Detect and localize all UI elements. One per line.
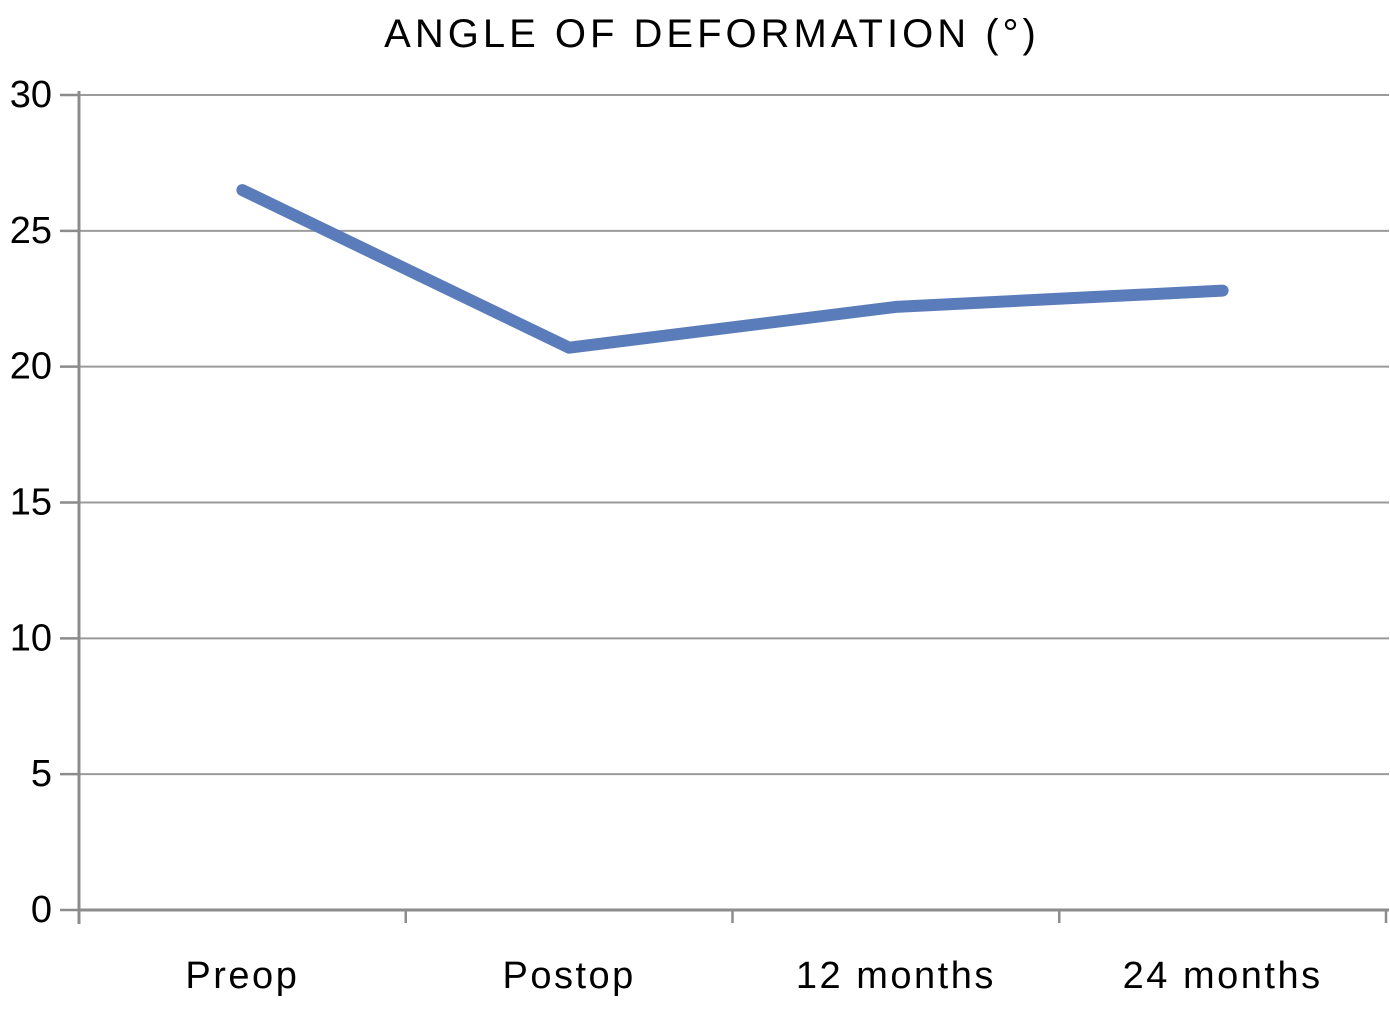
data-line-angle-of-deformation [236, 184, 1229, 354]
y-axis-tick-labels: 0 5 10 15 20 25 30 [10, 74, 52, 931]
y-tick-label: 5 [31, 753, 52, 795]
x-category-label: Preop [185, 955, 299, 997]
gridlines [79, 94, 1389, 911]
chart-title: ANGLE OF DEFORMATION (°) [384, 12, 1040, 56]
x-axis-category-labels: Preop Postop 12 months 24 months [185, 955, 1323, 997]
y-tick-label: 30 [10, 74, 52, 116]
x-category-label: 24 months [1123, 955, 1323, 997]
axes [60, 91, 1389, 924]
y-tick-label: 25 [10, 210, 52, 252]
y-tick-label: 10 [10, 617, 52, 659]
y-tick-label: 15 [10, 482, 52, 524]
x-category-label: 12 months [796, 955, 996, 997]
y-tick-label: 0 [31, 889, 52, 931]
x-category-label: Postop [502, 955, 635, 997]
y-tick-label: 20 [10, 346, 52, 388]
